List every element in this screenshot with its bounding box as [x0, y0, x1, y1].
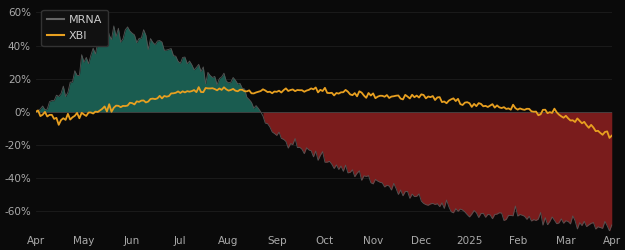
Legend: MRNA, XBI: MRNA, XBI	[41, 10, 108, 46]
